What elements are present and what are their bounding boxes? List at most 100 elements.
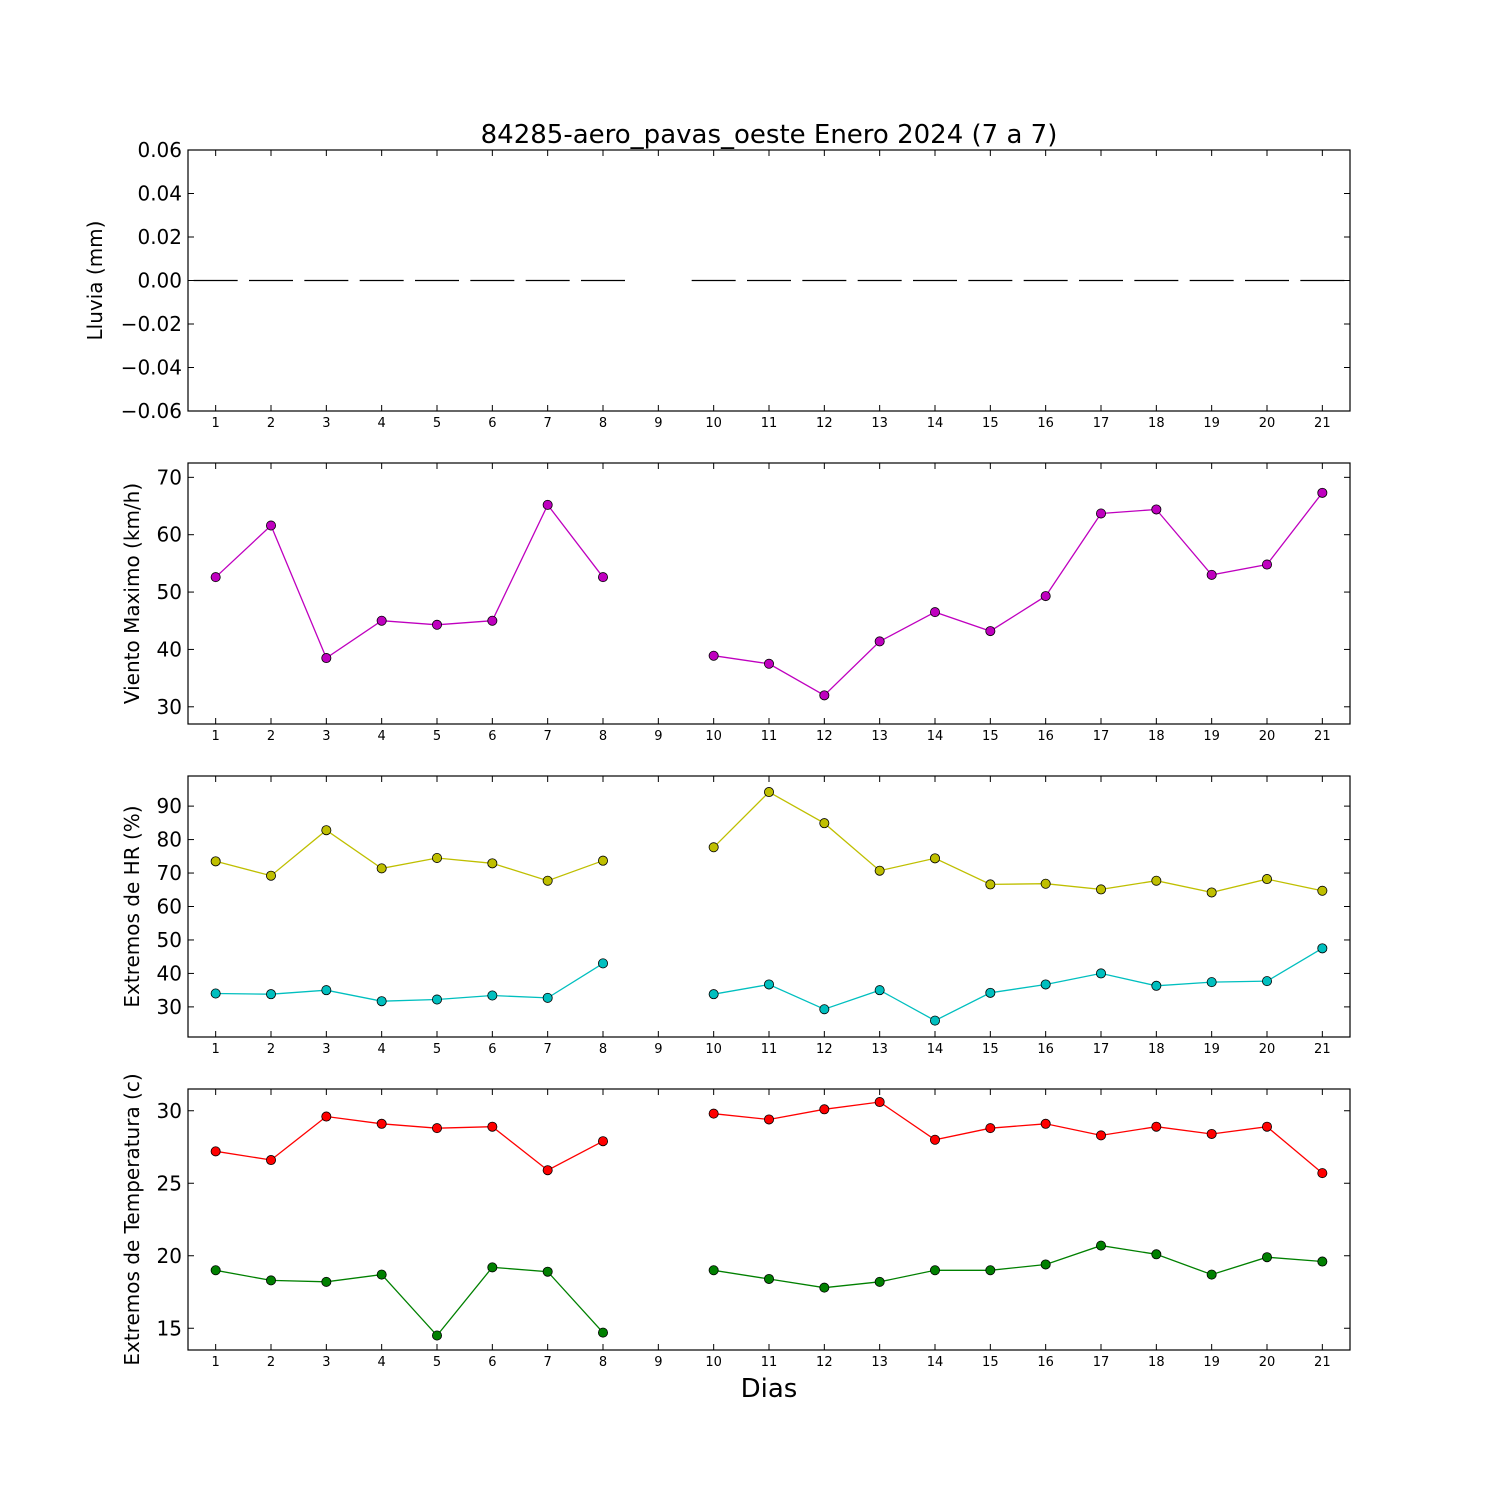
x-tick-label: 13 [871, 1042, 888, 1057]
data-point [321, 1276, 332, 1287]
data-point [265, 870, 276, 881]
series-1-line [713, 1101, 1323, 1174]
x-tick-label: 6 [488, 416, 496, 431]
x-tick-label: 19 [1203, 1355, 1220, 1370]
data-point [1151, 504, 1162, 515]
x-tick-label: 4 [378, 416, 386, 431]
data-point [764, 1273, 775, 1284]
data-point [1317, 1256, 1328, 1267]
x-tick-label: 10 [705, 1355, 722, 1370]
y-tick-label: 60 [157, 895, 182, 919]
y-tick-label: −0.06 [121, 399, 182, 423]
data-point [376, 1118, 387, 1129]
x-tick-label: 12 [816, 1042, 833, 1057]
x-tick-label: 12 [816, 1355, 833, 1370]
x-tick-label: 11 [761, 729, 778, 744]
data-point [376, 863, 387, 874]
x-tick-label: 14 [927, 416, 944, 431]
y-tick-label: 70 [157, 465, 182, 489]
plot-frame [187, 1088, 1351, 1351]
data-point [431, 619, 442, 630]
x-tick-label: 5 [433, 729, 441, 744]
series-1-line [215, 503, 604, 659]
x-tick-label: 3 [322, 729, 330, 744]
data-point [321, 653, 332, 664]
data-point [708, 650, 719, 661]
data-point [708, 1265, 719, 1276]
data-point [431, 994, 442, 1005]
panel-1: −0.06−0.04−0.020.000.020.040.061 2 3 4 5 6 7 8 9… [83, 138, 1351, 431]
x-tick-label: 15 [982, 416, 999, 431]
x-tick-label: 17 [1093, 1355, 1110, 1370]
x-tick-label: 7 [544, 416, 552, 431]
plot-frame [187, 775, 1351, 1038]
x-tick-label: 18 [1148, 416, 1165, 431]
data-point [210, 856, 221, 867]
x-tick-label: 15 [982, 729, 999, 744]
data-point [1096, 1240, 1107, 1251]
data-point [1206, 569, 1217, 580]
data-point [431, 1330, 442, 1341]
x-tick-label: 20 [1259, 1042, 1276, 1057]
y-tick-label: 0.02 [137, 225, 182, 249]
x-tick-label: 9 [654, 729, 662, 744]
data-point [265, 1155, 276, 1166]
data-point [1151, 875, 1162, 886]
y-tick-label: 70 [157, 861, 182, 885]
data-point [265, 520, 276, 531]
data-point [1040, 878, 1051, 889]
data-point [819, 1282, 830, 1293]
data-point [210, 572, 221, 583]
x-tick-label: 2 [267, 1355, 275, 1370]
x-tick-label: 9 [654, 416, 662, 431]
x-tick-label: 7 [544, 1042, 552, 1057]
y-tick-label: 40 [157, 637, 182, 661]
x-tick-label: 9 [654, 1355, 662, 1370]
x-tick-label: 21 [1314, 729, 1331, 744]
data-point [542, 1165, 553, 1176]
x-tick-label: 1 [212, 1355, 220, 1370]
x-tick-label: 9 [654, 1042, 662, 1057]
data-point [819, 690, 830, 701]
plot-frame [187, 149, 1351, 412]
data-point [764, 979, 775, 990]
series-2-line [713, 947, 1323, 1022]
data-point [487, 990, 498, 1001]
x-tick-label: 1 [212, 729, 220, 744]
data-point [1040, 1259, 1051, 1270]
data-point [1317, 487, 1328, 498]
data-point [1206, 977, 1217, 988]
data-point [764, 787, 775, 798]
data-point [985, 626, 996, 637]
chart-title: 84285-aero_pavas_oeste Enero 2024 (7 a 7… [481, 120, 1058, 150]
data-point [1040, 1118, 1051, 1129]
x-tick-label: 18 [1148, 1355, 1165, 1370]
data-point [431, 852, 442, 863]
x-tick-label: 16 [1037, 416, 1054, 431]
data-point [1096, 968, 1107, 979]
x-tick-label: 3 [322, 1042, 330, 1057]
x-tick-label: 19 [1203, 729, 1220, 744]
x-tick-label: 2 [267, 416, 275, 431]
y-tick-label: 0.04 [137, 182, 182, 206]
x-tick-label: 8 [599, 1042, 607, 1057]
x-tick-label: 19 [1203, 1042, 1220, 1057]
data-point [819, 818, 830, 829]
x-tick-label: 13 [871, 1355, 888, 1370]
data-point [1151, 1249, 1162, 1260]
series-2-line [215, 962, 604, 1002]
data-point [210, 988, 221, 999]
data-point [321, 1111, 332, 1122]
x-tick-label: 12 [816, 729, 833, 744]
x-tick-label: 2 [267, 729, 275, 744]
series-2-line [215, 1266, 604, 1337]
data-point [708, 989, 719, 1000]
data-point [1262, 1121, 1273, 1132]
data-point [542, 992, 553, 1003]
series-1-line [713, 492, 1323, 697]
data-point [1151, 980, 1162, 991]
y-tick-label: 80 [157, 828, 182, 852]
x-tick-label: 11 [761, 1355, 778, 1370]
y-tick-label: −0.04 [121, 356, 182, 380]
x-tick-label: 11 [761, 416, 778, 431]
